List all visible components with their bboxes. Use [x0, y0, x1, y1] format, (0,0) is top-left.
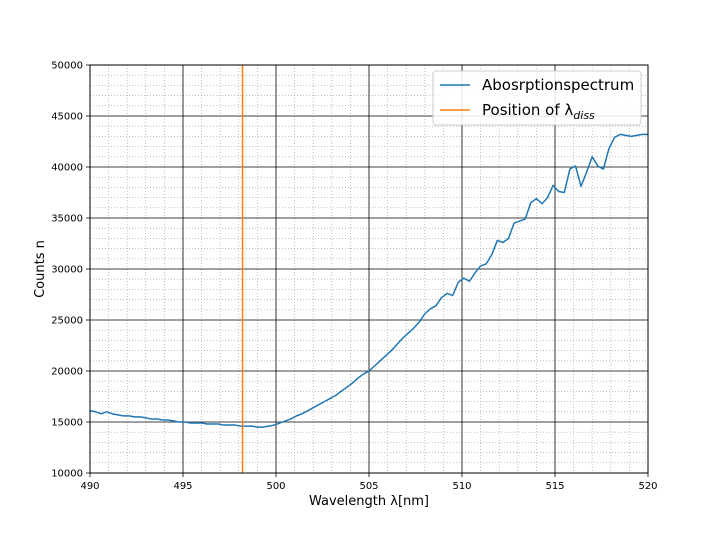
legend-entry-lambda: Position of λdiss — [482, 101, 595, 122]
x-tick-label: 495 — [173, 481, 192, 492]
y-axis: 10000 15000 20000 25000 30000 35000 40000 45000… — [51, 61, 90, 480]
legend: Abosrptionspectrum Position of λdiss — [432, 70, 642, 126]
y-tick-label: 10000 — [51, 469, 83, 480]
x-axis: 490 495 500 505 510 515 520 — [80, 473, 658, 492]
x-tick-label: 520 — [638, 481, 657, 492]
y-tick-label: 15000 — [51, 418, 83, 429]
legend-box — [432, 70, 642, 126]
y-tick-label: 20000 — [51, 367, 83, 378]
y-tick-label: 45000 — [51, 112, 83, 123]
x-tick-label: 490 — [80, 481, 99, 492]
y-tick-label: 35000 — [51, 214, 83, 225]
legend-entry-lambda-main: Position of λ — [482, 101, 573, 119]
legend-entry-absorption: Abosrptionspectrum — [482, 76, 634, 94]
y-tick-label: 30000 — [51, 265, 83, 276]
x-tick-label: 515 — [545, 481, 564, 492]
series-layer — [89, 65, 648, 473]
x-tick-label: 500 — [266, 481, 285, 492]
y-tick-label: 40000 — [51, 163, 83, 174]
y-tick-label: 25000 — [51, 316, 83, 327]
x-tick-label: 510 — [452, 481, 471, 492]
series-line-absorption — [89, 133, 648, 428]
x-tick-label: 505 — [359, 481, 378, 492]
y-tick-label: 50000 — [51, 61, 83, 72]
x-axis-label: Wavelength λ[nm] — [309, 494, 429, 509]
legend-entry-lambda-subscript: diss — [573, 109, 595, 122]
y-axis-label: Counts n — [33, 240, 48, 298]
